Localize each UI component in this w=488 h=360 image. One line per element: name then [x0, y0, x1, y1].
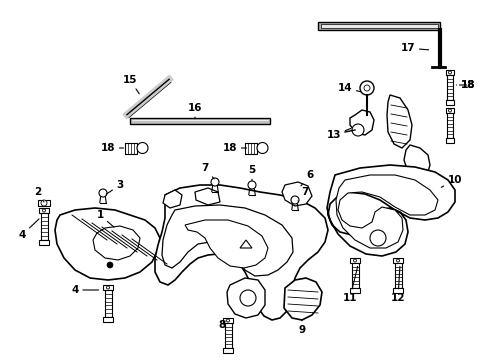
Polygon shape	[224, 323, 231, 348]
Polygon shape	[326, 165, 454, 256]
Polygon shape	[350, 288, 359, 293]
Polygon shape	[163, 190, 182, 208]
Polygon shape	[55, 208, 160, 280]
Polygon shape	[349, 258, 359, 263]
Circle shape	[41, 200, 47, 206]
Polygon shape	[446, 113, 452, 138]
Polygon shape	[445, 70, 453, 75]
Text: 4: 4	[71, 285, 99, 295]
Text: 7: 7	[201, 163, 214, 179]
Polygon shape	[282, 182, 311, 206]
Text: 14: 14	[337, 83, 360, 93]
Polygon shape	[38, 200, 50, 206]
Circle shape	[257, 143, 267, 153]
Circle shape	[353, 259, 356, 262]
Polygon shape	[351, 263, 358, 288]
Circle shape	[240, 290, 256, 306]
Text: 4: 4	[18, 219, 39, 240]
Polygon shape	[104, 290, 111, 317]
Polygon shape	[41, 213, 47, 240]
Polygon shape	[39, 208, 49, 213]
Text: 18: 18	[101, 143, 123, 153]
Polygon shape	[184, 220, 267, 268]
Polygon shape	[317, 22, 439, 30]
Circle shape	[447, 109, 450, 112]
Polygon shape	[394, 263, 401, 288]
Polygon shape	[445, 100, 453, 105]
Polygon shape	[445, 108, 453, 113]
Circle shape	[369, 230, 385, 246]
Polygon shape	[335, 175, 437, 248]
Polygon shape	[130, 118, 269, 124]
Text: 18: 18	[458, 80, 474, 90]
Circle shape	[42, 209, 45, 212]
Circle shape	[290, 196, 298, 204]
Polygon shape	[244, 143, 257, 153]
Text: 9: 9	[298, 319, 305, 335]
Text: 10: 10	[440, 175, 461, 187]
Circle shape	[107, 262, 113, 268]
Text: 18: 18	[455, 80, 474, 90]
Polygon shape	[162, 205, 292, 276]
Polygon shape	[93, 226, 140, 260]
Circle shape	[359, 81, 373, 95]
Text: 8: 8	[218, 320, 225, 330]
Polygon shape	[392, 258, 402, 263]
Polygon shape	[223, 318, 232, 323]
Text: 18: 18	[223, 143, 246, 153]
Text: 11: 11	[342, 266, 357, 303]
Polygon shape	[103, 285, 113, 290]
Text: 15: 15	[122, 75, 139, 94]
Text: 1: 1	[96, 210, 114, 227]
Circle shape	[226, 319, 229, 322]
Text: 13: 13	[326, 129, 350, 140]
Circle shape	[447, 71, 450, 74]
Circle shape	[247, 181, 256, 189]
Polygon shape	[284, 278, 321, 320]
Text: 3: 3	[106, 180, 123, 194]
Text: 7: 7	[297, 187, 308, 201]
Polygon shape	[103, 317, 112, 322]
Polygon shape	[386, 95, 411, 148]
Circle shape	[363, 85, 369, 91]
Circle shape	[351, 124, 363, 136]
Circle shape	[106, 286, 109, 289]
Polygon shape	[403, 145, 429, 178]
Polygon shape	[40, 240, 48, 245]
Polygon shape	[223, 348, 232, 353]
Circle shape	[99, 189, 107, 197]
Polygon shape	[320, 24, 437, 28]
Circle shape	[137, 143, 148, 153]
Text: 2: 2	[34, 187, 44, 202]
Text: 17: 17	[400, 43, 428, 53]
Text: 12: 12	[390, 266, 405, 303]
Text: 6: 6	[300, 170, 313, 186]
Text: 16: 16	[187, 103, 202, 118]
Polygon shape	[446, 75, 452, 100]
Circle shape	[396, 259, 399, 262]
Polygon shape	[240, 240, 251, 248]
Polygon shape	[393, 288, 402, 293]
Polygon shape	[445, 138, 453, 143]
Polygon shape	[195, 188, 220, 205]
Polygon shape	[349, 110, 373, 135]
Polygon shape	[155, 185, 327, 320]
Text: 5: 5	[248, 165, 255, 181]
Polygon shape	[226, 278, 264, 318]
Polygon shape	[125, 143, 137, 153]
Circle shape	[210, 178, 219, 186]
